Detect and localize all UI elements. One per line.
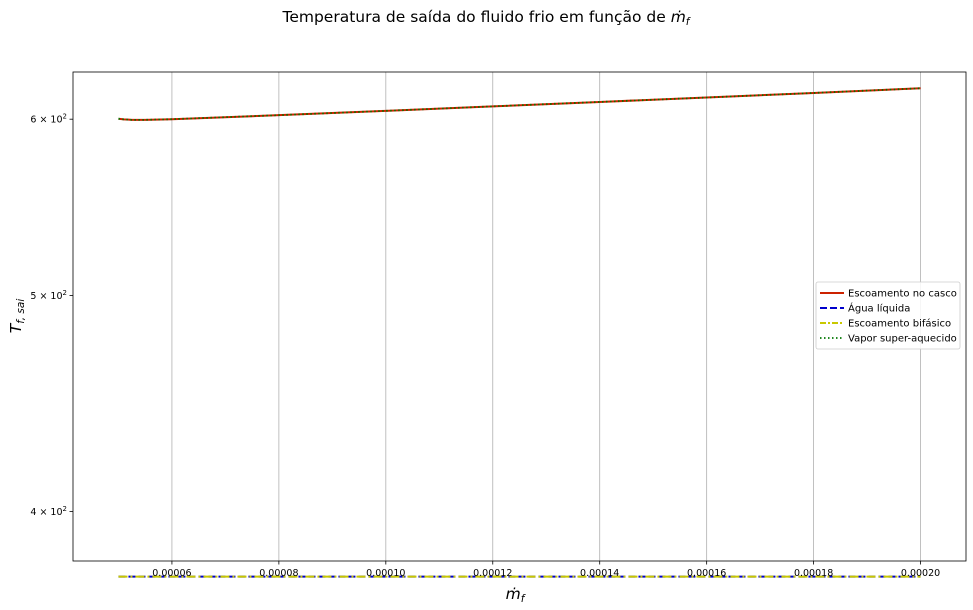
- x-tick-label: 0.00014: [580, 568, 619, 579]
- chart-title-math: ṁ: [671, 8, 686, 26]
- legend-label: Escoamento no casco: [848, 289, 957, 300]
- chart-title: Temperatura de saída do fluido frio em f…: [281, 8, 691, 28]
- y-tick-label: 4 × 102: [30, 505, 67, 518]
- x-axis-ticks: 0.00006 0.00008 0.00010 0.00012 0.00014 0.000…: [152, 561, 940, 579]
- plot-frame: [72, 71, 967, 562]
- y-axis-label: Tf, sai: [7, 299, 27, 334]
- y-axis-label-text: T: [7, 322, 25, 333]
- grid-lines: [171, 72, 921, 561]
- legend-box: [815, 281, 961, 350]
- legend-label: Escoamento bifásico: [848, 318, 951, 330]
- chart-title-math-sub: f: [686, 16, 692, 28]
- chart-title-text: Temperatura de saída do fluido frio em f…: [281, 8, 670, 26]
- x-tick-label: 0.00018: [794, 568, 833, 579]
- series-line: [118, 87, 921, 121]
- x-tick-label: 0.00006: [152, 568, 191, 579]
- x-tick-label: 0.00020: [901, 568, 940, 579]
- series-line: [118, 87, 921, 121]
- x-tick-label: 0.00016: [687, 568, 726, 579]
- x-tick-label: 0.00008: [259, 568, 298, 579]
- y-tick-label: 5 × 102: [30, 289, 67, 302]
- legend: Escoamento no casco Água líquida Escoament…: [815, 281, 961, 350]
- y-axis-label-sub: f, sai: [15, 299, 27, 324]
- x-tick-label: 0.00010: [366, 568, 405, 579]
- series-layer: [118, 87, 921, 578]
- x-axis-label-sub: f: [521, 593, 527, 605]
- y-axis-ticks: 4 × 102 5 × 102 6 × 102: [30, 113, 73, 518]
- y-tick-label: 6 × 102: [30, 113, 67, 126]
- legend-label: Vapor super-aquecido: [848, 334, 957, 345]
- legend-label: Água líquida: [848, 302, 910, 315]
- x-axis-label-text: ṁ: [506, 585, 521, 603]
- x-axis-label: ṁf: [506, 585, 527, 605]
- x-tick-label: 0.00012: [473, 568, 512, 579]
